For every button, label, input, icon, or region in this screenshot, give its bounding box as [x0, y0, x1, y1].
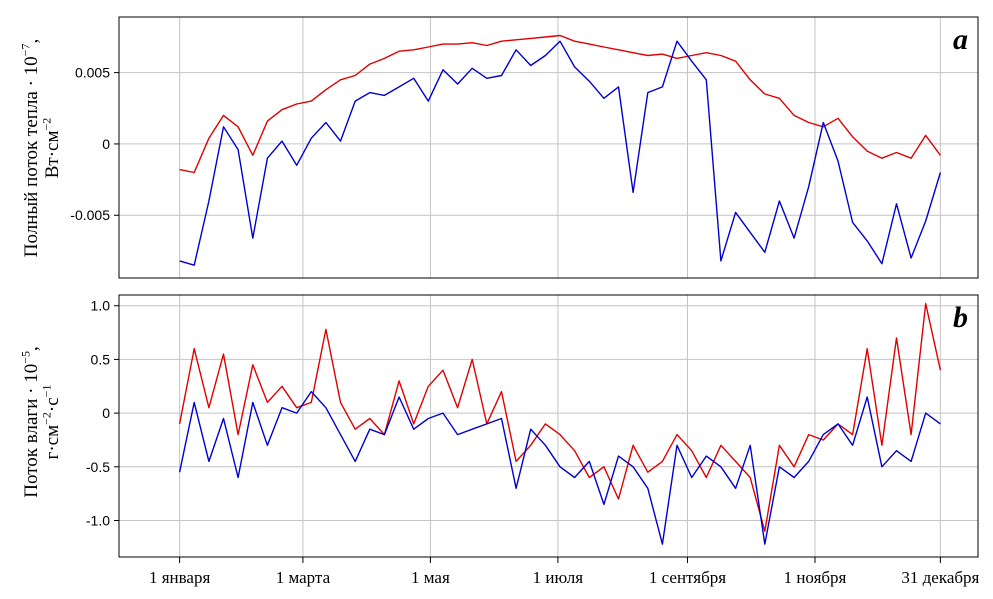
panel-a-ytick-label-0: 0.005	[75, 65, 110, 81]
panel-b-series-0-line	[178, 302, 942, 532]
x-tick-label-3: 1 июля	[533, 568, 584, 587]
x-tick-label-6: 31 декабря	[901, 568, 979, 587]
x-tick-label-1: 1 марта	[276, 568, 331, 587]
panel-a-frame	[118, 16, 979, 279]
panel-a-series-1-line	[179, 40, 942, 266]
panel-a-ytick-label-1: 0	[102, 136, 110, 152]
x-tick-label-4: 1 сентября	[649, 568, 726, 587]
panel-b-frame	[118, 294, 979, 558]
panel-b-label: b	[953, 301, 968, 334]
panel-b-ytick-label-1: 0.5	[91, 351, 111, 367]
panel-a-label: a	[953, 23, 968, 56]
panel-a-ytick-label-2: -0.005	[70, 207, 110, 223]
panel-b-ytick-label-0: 1.0	[91, 298, 111, 314]
x-tick-label-0: 1 января	[149, 568, 211, 587]
panel-b-ytick-label-2: 0	[102, 405, 110, 421]
panel-b-ytick-label-3: -0.5	[86, 459, 110, 475]
panel-b-ytick-label-4: -1.0	[86, 512, 110, 528]
x-tick-label-2: 1 мая	[411, 568, 450, 587]
panel-b-series-1-line	[178, 390, 941, 545]
x-tick-label-5: 1 ноября	[784, 568, 847, 587]
panel-a-series-0-line	[179, 34, 941, 174]
